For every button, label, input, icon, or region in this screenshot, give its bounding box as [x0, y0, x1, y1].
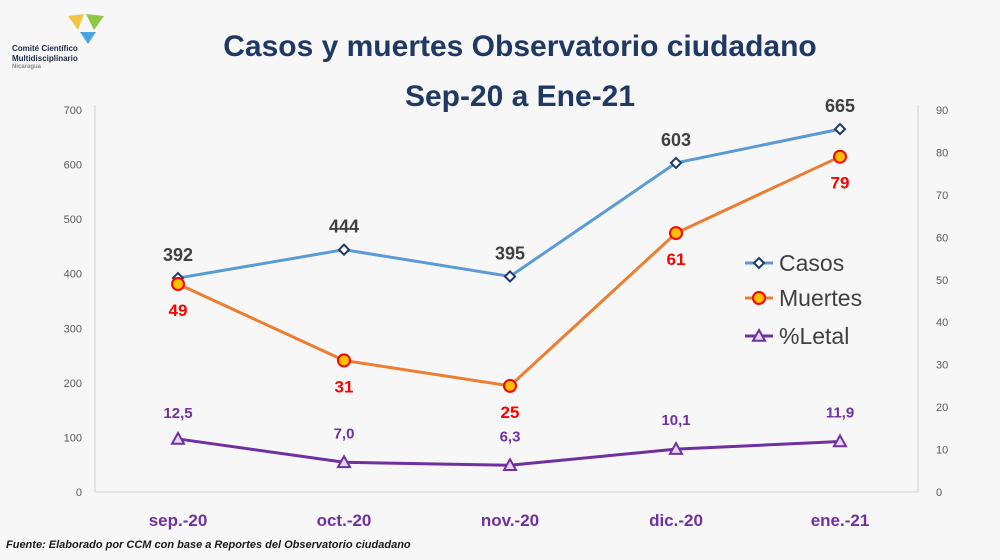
y-right-tick-label: 20 [936, 402, 948, 414]
chart-title-line1: Casos y muertes Observatorio ciudadano [223, 30, 817, 63]
source-note: Fuente: Elaborado por CCM con base a Rep… [6, 539, 411, 551]
letal-point [668, 441, 684, 455]
logo-text-line3: Nicaragua [12, 64, 42, 70]
x-tick-label: ene.-21 [811, 511, 870, 530]
y-right-tick-label: 60 [936, 232, 948, 244]
x-tick-label: sep.-20 [149, 511, 208, 530]
letal-data-label: 6,3 [500, 428, 521, 445]
muertes-data-label: 25 [501, 403, 520, 422]
logo-text-line2: Multidisciplinario [12, 54, 78, 63]
muertes-point [337, 353, 351, 368]
letal-data-label: 7,0 [334, 425, 355, 442]
legend-label-muertes: Muertes [779, 285, 862, 311]
y-right-tick-label: 80 [936, 147, 948, 159]
y-right-tick-label: 40 [936, 317, 948, 329]
logo-text-line1: Comité Científico [12, 44, 78, 53]
y-left-tick-label: 300 [64, 323, 82, 335]
y-left-tick-label: 700 [64, 105, 82, 117]
casos-data-label: 665 [825, 96, 855, 116]
muertes-point [669, 226, 683, 241]
casos-point [669, 156, 683, 170]
x-tick-label: oct.-20 [317, 511, 372, 530]
casos-point [337, 243, 351, 257]
casos-data-label: 395 [495, 243, 525, 263]
x-tick-label: nov.-20 [481, 511, 539, 530]
x-tick-label: dic.-20 [649, 511, 703, 530]
casos-data-label: 603 [661, 130, 691, 150]
muertes-data-label: 31 [335, 377, 354, 396]
letal-point [170, 430, 186, 445]
letal-point [832, 433, 848, 448]
y-left-tick-label: 100 [64, 432, 82, 444]
y-right-tick-label: 90 [936, 105, 948, 117]
legend-marker-letal [751, 327, 767, 342]
muertes-point [503, 378, 517, 393]
chart-title-line2: Sep-20 a Ene-21 [404, 80, 636, 113]
y-left-tick-label: 400 [64, 269, 82, 281]
y-left-tick-label: 200 [64, 378, 82, 390]
muertes-point [171, 277, 185, 292]
legend-label-letal: %Letal [779, 323, 849, 349]
casos-point [833, 122, 847, 136]
muertes-point [833, 149, 847, 164]
logo-mark-icon [68, 14, 104, 44]
letal-point [502, 457, 518, 472]
legend-label-casos: Casos [779, 250, 844, 276]
muertes-data-label: 49 [169, 301, 188, 320]
y-right-tick-label: 10 [936, 445, 948, 457]
letal-point [336, 454, 352, 469]
y-left-tick-label: 500 [64, 214, 82, 226]
letal-data-label: 12,5 [163, 405, 192, 422]
muertes-data-label: 79 [831, 174, 850, 193]
legend-marker-muertes [752, 291, 766, 305]
legend-marker-casos [752, 256, 766, 270]
y-right-tick-label: 30 [936, 360, 948, 372]
y-right-tick-label: 70 [936, 190, 948, 202]
casos-point [503, 270, 517, 283]
casos-data-label: 444 [329, 217, 359, 237]
y-right-tick-label: 50 [936, 275, 948, 287]
letal-data-label: 11,9 [826, 404, 854, 421]
y-left-tick-label: 0 [76, 487, 82, 499]
casos-data-label: 392 [163, 245, 193, 265]
y-right-tick-label: 0 [936, 487, 942, 499]
muertes-data-label: 61 [667, 250, 686, 269]
y-left-tick-label: 600 [64, 160, 82, 172]
letal-data-label: 10,1 [661, 412, 690, 429]
